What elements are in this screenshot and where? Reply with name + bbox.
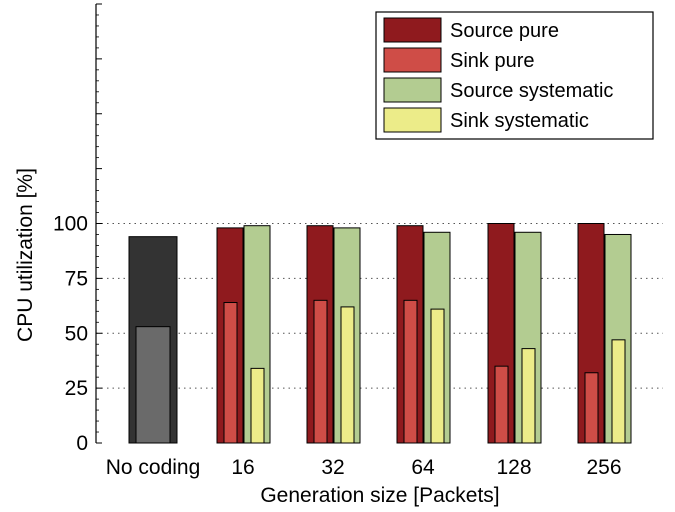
legend-label: Sink pure <box>450 50 535 72</box>
y-tick-label: 75 <box>65 267 88 290</box>
bar-sink-systematic <box>250 367 265 444</box>
x-tick-label: 256 <box>586 456 621 479</box>
legend-label: Source systematic <box>450 80 613 102</box>
y-tick-label: 25 <box>65 377 88 400</box>
bar-sink-systematic <box>611 339 626 444</box>
bar-sink-systematic <box>521 348 536 444</box>
legend-swatch <box>383 17 442 43</box>
bars <box>128 223 632 444</box>
y-tick-label: 50 <box>65 322 88 345</box>
x-tick-label: 16 <box>231 456 254 479</box>
bar-no-coding-inner <box>135 326 171 444</box>
y-axis-title: CPU utilization [%] <box>14 168 37 342</box>
x-tick-labels: No coding 16 32 64 128 256 <box>106 456 622 479</box>
bar-sink-pure <box>584 372 599 444</box>
legend-label: Source pure <box>450 20 559 42</box>
gridlines <box>96 223 663 389</box>
bar-sink-systematic <box>430 308 445 444</box>
x-tick-label: No coding <box>106 456 201 479</box>
bar-sink-pure <box>494 365 509 444</box>
bar-sink-systematic <box>340 306 355 444</box>
legend: Source pure Sink pure Source systematic Sin… <box>375 11 654 140</box>
x-axis-title: Generation size [Packets] <box>260 484 499 507</box>
y-tick-labels: 0 25 50 75 100 <box>53 213 88 456</box>
y-tick-label: 100 <box>53 213 88 236</box>
legend-swatch <box>383 47 442 73</box>
legend-swatch <box>383 77 442 103</box>
axes <box>95 3 102 444</box>
legend-swatch <box>383 107 442 133</box>
x-tick-label: 32 <box>321 456 344 479</box>
legend-label: Sink systematic <box>450 110 589 132</box>
y-tick-label: 0 <box>76 432 88 455</box>
bar-sink-pure <box>403 299 418 444</box>
bar-sink-pure <box>223 302 238 444</box>
x-tick-label: 64 <box>411 456 435 479</box>
x-tick-label: 128 <box>496 456 531 479</box>
bar-sink-pure <box>313 299 328 444</box>
